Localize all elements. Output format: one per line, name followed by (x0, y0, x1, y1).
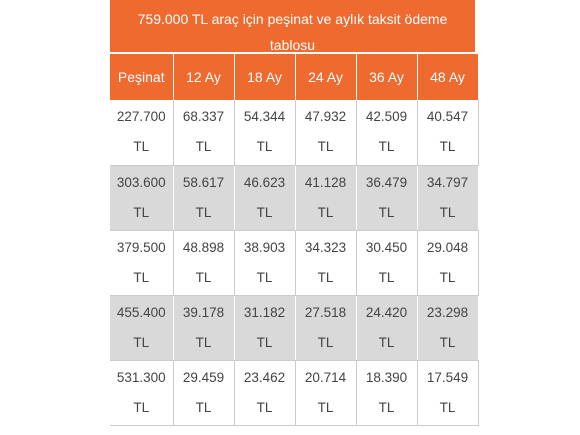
installment-cell: 29.459 TL (173, 360, 235, 426)
installment-cell: 18.390 TL (356, 360, 418, 426)
header-row: Peşinat 12 Ay 18 Ay 24 Ay 36 Ay 48 Ay (110, 54, 479, 100)
table-row: 455.400 TL 39.178 TL 31.182 TL 27.518 TL 24.… (110, 295, 479, 361)
payment-table-card: 759.000 TL araç için peşinat ve aylık ta… (110, 0, 479, 426)
installment-cell: 58.617 TL (173, 165, 235, 231)
installment-cell: 42.509 TL (356, 100, 418, 166)
table-title: 759.000 TL araç için peşinat ve aylık ta… (110, 0, 475, 54)
installment-cell: 48.898 TL (173, 230, 235, 296)
column-header: 48 Ay (417, 54, 479, 100)
installment-cell: 23.298 TL (417, 295, 479, 361)
payment-table: Peşinat 12 Ay 18 Ay 24 Ay 36 Ay 48 Ay 227.700… (110, 54, 479, 426)
installment-cell: 31.182 TL (234, 295, 296, 361)
down-payment-cell: 531.300 TL (110, 360, 174, 426)
installment-cell: 34.797 TL (417, 165, 479, 231)
installment-cell: 29.048 TL (417, 230, 479, 296)
installment-cell: 36.479 TL (356, 165, 418, 231)
installment-cell: 46.623 TL (234, 165, 296, 231)
installment-cell: 68.337 TL (173, 100, 235, 166)
installment-cell: 47.932 TL (295, 100, 357, 166)
table-row: 303.600 TL 58.617 TL 46.623 TL 41.128 TL 36.… (110, 165, 479, 231)
table-body: 227.700 TL 68.337 TL 54.344 TL 47.932 TL 42.… (110, 100, 479, 426)
installment-cell: 20.714 TL (295, 360, 357, 426)
down-payment-cell: 303.600 TL (110, 165, 174, 231)
column-header: 12 Ay (173, 54, 235, 100)
column-header: 24 Ay (295, 54, 357, 100)
installment-cell: 41.128 TL (295, 165, 357, 231)
installment-cell: 34.323 TL (295, 230, 357, 296)
installment-cell: 54.344 TL (234, 100, 296, 166)
column-header: 36 Ay (356, 54, 418, 100)
down-payment-cell: 455.400 TL (110, 295, 174, 361)
down-payment-cell: 379.500 TL (110, 230, 174, 296)
table-row: 531.300 TL 29.459 TL 23.462 TL 20.714 TL 18.… (110, 360, 479, 426)
installment-cell: 17.549 TL (417, 360, 479, 426)
table-row: 379.500 TL 48.898 TL 38.903 TL 34.323 TL 30.… (110, 230, 479, 296)
installment-cell: 27.518 TL (295, 295, 357, 361)
installment-cell: 39.178 TL (173, 295, 235, 361)
installment-cell: 23.462 TL (234, 360, 296, 426)
installment-cell: 40.547 TL (417, 100, 479, 166)
column-header: Peşinat (110, 54, 174, 100)
table-row: 227.700 TL 68.337 TL 54.344 TL 47.932 TL 42.… (110, 100, 479, 166)
column-header: 18 Ay (234, 54, 296, 100)
installment-cell: 24.420 TL (356, 295, 418, 361)
down-payment-cell: 227.700 TL (110, 100, 174, 166)
installment-cell: 38.903 TL (234, 230, 296, 296)
installment-cell: 30.450 TL (356, 230, 418, 296)
